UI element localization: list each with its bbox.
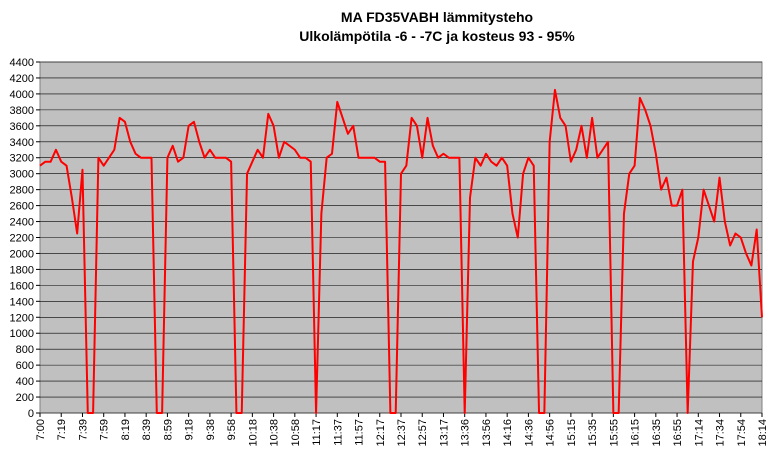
y-tick-label: 1000 [10,328,34,340]
y-tick-label: 0 [28,408,34,420]
y-tick-label: 1200 [10,312,34,324]
y-tick-label: 2400 [10,217,34,229]
x-tick-label: 7:00 [35,419,47,440]
y-tick-label: 3400 [10,137,34,149]
y-tick-label: 4400 [10,57,34,69]
y-tick-label: 3200 [10,153,34,165]
chart-subtitle: Ulkolämpötila -6 - -7C ja kosteus 93 - 9… [299,28,575,44]
y-tick-label: 1400 [10,296,34,308]
y-tick-label: 400 [16,376,34,388]
x-tick-label: 15:15 [566,419,578,447]
x-tick-label: 15:55 [608,419,620,447]
y-tick-label: 2800 [10,185,34,197]
x-tick-label: 16:55 [672,419,684,447]
x-tick-label: 7:19 [56,419,68,440]
x-tick-label: 11:17 [311,419,323,446]
y-tick-label: 3000 [10,169,34,181]
x-tick-label: 7:59 [99,419,111,440]
x-tick-label: 16:35 [651,419,663,447]
x-tick-label: 9:58 [226,419,238,440]
x-tick-label: 17:34 [715,419,727,447]
y-tick-label: 600 [16,360,34,372]
y-tick-label: 4200 [10,73,34,85]
y-tick-label: 1800 [10,264,34,276]
x-tick-label: 13:36 [460,419,472,447]
x-tick-label: 10:58 [290,419,302,447]
x-tick-label: 18:14 [757,419,769,447]
x-tick-label: 12:37 [396,419,408,447]
y-tick-label: 2600 [10,201,34,213]
x-tick-label: 8:59 [162,419,174,440]
y-tick-label: 200 [16,392,34,404]
x-tick-label: 10:18 [247,419,259,447]
x-tick-label: 17:54 [736,419,748,447]
x-tick-label: 8:39 [141,419,153,440]
x-tick-label: 13:56 [481,419,493,447]
y-tick-label: 3800 [10,105,34,117]
y-tick-label: 2200 [10,233,34,245]
data-line [39,88,763,414]
y-tick-label: 800 [16,344,34,356]
x-tick-label: 14:16 [502,419,514,447]
x-tick-label: 11:37 [332,419,344,446]
y-tick-label: 2000 [10,248,34,260]
x-tick-label: 14:56 [545,419,557,447]
chart-title: MA FD35VABH lämmitysteho [341,9,533,25]
x-tick-label: 13:17 [438,419,450,447]
x-tick-label: 10:38 [269,419,281,447]
x-tick-label: 12:17 [375,419,387,447]
x-tick-label: 9:38 [205,419,217,440]
x-tick-label: 8:19 [120,419,132,440]
x-tick-label: 11:57 [354,419,366,446]
y-tick-label: 4000 [10,89,34,101]
x-tick-label: 16:15 [630,419,642,447]
y-tick-label: 3600 [10,121,34,133]
x-tick-label: 15:35 [587,419,599,447]
x-tick-label: 17:14 [693,419,705,447]
y-tick-label: 1600 [10,280,34,292]
x-tick-label: 14:36 [523,419,535,447]
x-tick-label: 9:18 [184,419,196,440]
x-tick-label: 12:57 [417,419,429,447]
x-tick-label: 7:39 [77,419,89,440]
